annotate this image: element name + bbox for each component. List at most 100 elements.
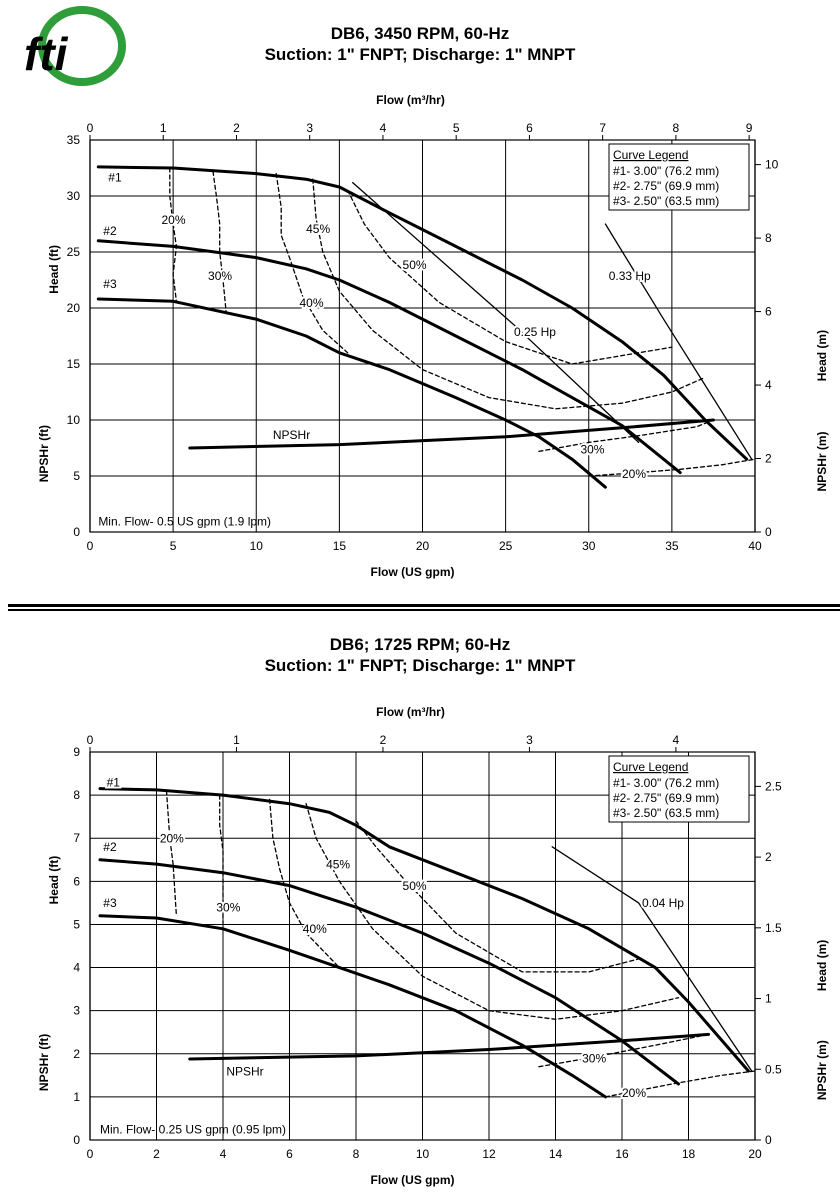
- chart1-subtitle: Suction: 1" FNPT; Discharge: 1" MNPT: [264, 45, 576, 64]
- y-tick-label: 0: [73, 1133, 80, 1147]
- series-line-npshr-20: [588, 458, 756, 477]
- annotation-label: NPSHr: [273, 428, 310, 442]
- annotation-label: 30%: [208, 269, 232, 283]
- x2-tick-label: 5: [453, 121, 460, 135]
- legend-item: #1- 3.00" (76.2 mm): [613, 776, 719, 790]
- y2-tick-label: 10: [765, 158, 779, 172]
- x2-axis-label: Flow (m³/hr): [376, 93, 445, 107]
- series-line-npshr-30: [538, 419, 715, 453]
- y2-tick-label: 1: [765, 992, 772, 1006]
- series-line-50: [355, 820, 640, 973]
- annotation-label: 45%: [306, 222, 330, 236]
- y2-tick-label: 4: [765, 378, 772, 392]
- legend-title: Curve Legend: [613, 148, 688, 162]
- y2-tick-label: 6: [765, 305, 772, 319]
- x2-axis-label: Flow (m³/hr): [376, 705, 445, 719]
- x-tick-label: 30: [582, 539, 596, 553]
- y2-axis-label-npshr: NPSHr (m): [815, 1040, 829, 1100]
- plot-frame: [89, 139, 756, 533]
- legend-box: [608, 143, 750, 211]
- y2-tick-label: 2: [765, 850, 772, 864]
- series-line-30: [212, 170, 227, 315]
- x-tick-label: 6: [286, 1147, 293, 1161]
- fti-logo: fti: [24, 6, 126, 86]
- series-line-45: [305, 803, 680, 1020]
- y-tick-label: 7: [73, 831, 80, 845]
- x2-tick-label: 8: [673, 121, 680, 135]
- y2-tick-label: 8: [765, 231, 772, 245]
- series-line-1: [98, 787, 750, 1073]
- y-tick-label: 35: [67, 133, 81, 147]
- y-tick-label: 3: [73, 1004, 80, 1018]
- x2-tick-label: 6: [526, 121, 533, 135]
- annotation-label: 45%: [326, 857, 350, 871]
- annotation-label: 30%: [216, 901, 240, 915]
- x2-tick-label: 0: [87, 733, 94, 747]
- series-line-20: [169, 167, 178, 302]
- x2-tick-label: 9: [746, 121, 753, 135]
- y-tick-label: 4: [73, 961, 80, 975]
- y-tick-label: 5: [73, 917, 80, 931]
- x2-tick-label: 7: [599, 121, 606, 135]
- annotation-label: #3: [103, 277, 117, 291]
- y-tick-label: 5: [73, 469, 80, 483]
- x2-tick-label: 3: [526, 733, 533, 747]
- annotation-label: #3: [103, 896, 117, 910]
- x-tick-label: 18: [682, 1147, 696, 1161]
- series-line-0-33-hp: [604, 223, 753, 460]
- annotation-label: NPSHr: [226, 1064, 263, 1078]
- plot-frame: [89, 751, 756, 1141]
- y2-axis-label: Head (m): [815, 330, 829, 381]
- y2-axis-label: Head (m): [815, 940, 829, 991]
- annotation-label: #1: [108, 170, 122, 184]
- x-tick-label: 14: [549, 1147, 563, 1161]
- logo-text: fti: [24, 28, 69, 80]
- section-divider: [8, 604, 840, 611]
- y-axis-label: Head (ft): [47, 245, 61, 294]
- x2-tick-label: 2: [233, 121, 240, 135]
- x2-tick-label: 4: [380, 121, 387, 135]
- series-line-20: [165, 790, 178, 917]
- annotation-label: Min. Flow- 0.25 US gpm (0.95 lpm): [100, 1123, 286, 1137]
- y-axis-label-npshr: NPSHr (ft): [37, 425, 51, 482]
- annotation-label: #2: [103, 224, 117, 238]
- y-tick-label: 25: [67, 245, 81, 259]
- x2-tick-label: 1: [160, 121, 167, 135]
- annotation-label: Min. Flow- 0.5 US gpm (1.9 lpm): [98, 514, 271, 528]
- annotation-label: #2: [103, 840, 117, 854]
- chart2-subtitle: Suction: 1" FNPT; Discharge: 1" MNPT: [264, 656, 576, 675]
- x-tick-label: 25: [499, 539, 513, 553]
- chart2-title: DB6; 1725 RPM; 60-Hz: [329, 635, 511, 654]
- x-tick-label: 40: [748, 539, 762, 553]
- legend-box: [608, 755, 750, 823]
- chart1-title: DB6, 3450 RPM, 60-Hz: [330, 24, 510, 43]
- annotation-label: 20%: [622, 1086, 646, 1100]
- y-tick-label: 20: [67, 301, 81, 315]
- annotation-label: 20%: [161, 213, 185, 227]
- x-tick-label: 16: [615, 1147, 629, 1161]
- series-line-npshr-30: [538, 1033, 710, 1068]
- y2-axis-label-npshr: NPSHr (m): [815, 431, 829, 491]
- x-tick-label: 10: [416, 1147, 430, 1161]
- y2-tick-label: 0: [765, 1133, 772, 1147]
- annotation-label: 0.25 Hp: [514, 325, 556, 339]
- series-line-40: [275, 172, 349, 354]
- x-tick-label: 0: [87, 1147, 94, 1161]
- x-axis-label: Flow (US gpm): [371, 1173, 455, 1187]
- annotation-label: 50%: [403, 258, 427, 272]
- x-tick-label: 20: [748, 1147, 762, 1161]
- legend-item: #3- 2.50" (63.5 mm): [613, 194, 719, 208]
- logo-ring: [38, 6, 126, 86]
- x2-tick-label: 3: [306, 121, 313, 135]
- x-tick-label: 20: [416, 539, 430, 553]
- x-tick-label: 10: [250, 539, 264, 553]
- x-tick-label: 8: [353, 1147, 360, 1161]
- series-line-40: [268, 798, 341, 969]
- series-line-0-25-hp: [352, 181, 640, 444]
- annotation-label: 30%: [582, 1051, 606, 1065]
- legend-item: #1- 3.00" (76.2 mm): [613, 164, 719, 178]
- y2-tick-label: 1.5: [765, 921, 782, 935]
- series-line-3: [98, 914, 607, 1099]
- y-tick-label: 9: [73, 745, 80, 759]
